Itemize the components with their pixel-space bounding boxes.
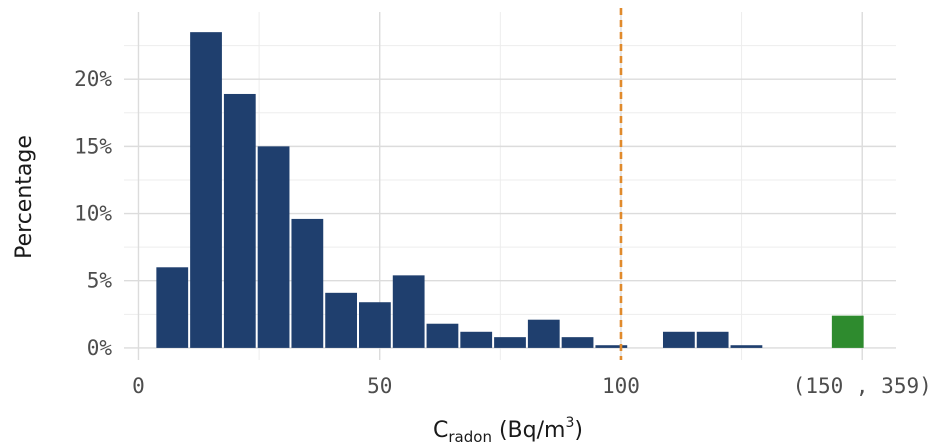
histogram-bars: [156, 32, 864, 348]
x-tick-label: 50: [367, 374, 392, 398]
x-tick-label: 0: [132, 374, 145, 398]
histogram-bar: [156, 267, 189, 348]
histogram-bar: [223, 93, 256, 348]
histogram-bar: [359, 302, 391, 348]
histogram-bar: [494, 337, 526, 348]
histogram-bar: [257, 146, 290, 348]
y-tick-labels: 0% 5% 10% 15% 20%: [74, 67, 112, 360]
x-tick-label: (150 , 359): [793, 374, 932, 398]
histogram-bar: [426, 323, 459, 348]
x-axis-title-base: C: [433, 418, 448, 443]
histogram-bar: [291, 218, 324, 348]
x-axis-title-unit: (Bq/m: [492, 418, 565, 443]
histogram-bar: [325, 292, 358, 348]
histogram-bar: [730, 345, 763, 348]
histogram-bar: [561, 337, 594, 348]
histogram-bar: [662, 331, 695, 348]
x-axis-title-superscript: 3: [565, 415, 574, 431]
overflow-bar: [831, 315, 864, 348]
y-tick-label: 0%: [87, 336, 113, 360]
y-tick-label: 5%: [87, 269, 113, 293]
x-axis-title-close: ): [574, 418, 583, 443]
x-tick-labels: 0 50 100 (150 , 359): [132, 374, 932, 398]
y-axis-title: Percentage: [12, 135, 37, 259]
y-tick-label: 15%: [74, 134, 112, 158]
histogram-bar: [696, 331, 729, 348]
x-axis-title-subscript: radon: [448, 428, 492, 444]
x-axis-title: Cradon (Bq/m3): [433, 415, 583, 444]
histogram-bar: [595, 345, 628, 348]
x-tick-label: 100: [602, 374, 640, 398]
histogram-bar: [527, 319, 560, 348]
histogram-bar: [392, 275, 425, 348]
y-tick-label: 20%: [74, 67, 112, 91]
y-tick-label: 10%: [74, 202, 112, 226]
histogram-bar: [460, 331, 493, 348]
histogram-bar: [190, 32, 222, 348]
